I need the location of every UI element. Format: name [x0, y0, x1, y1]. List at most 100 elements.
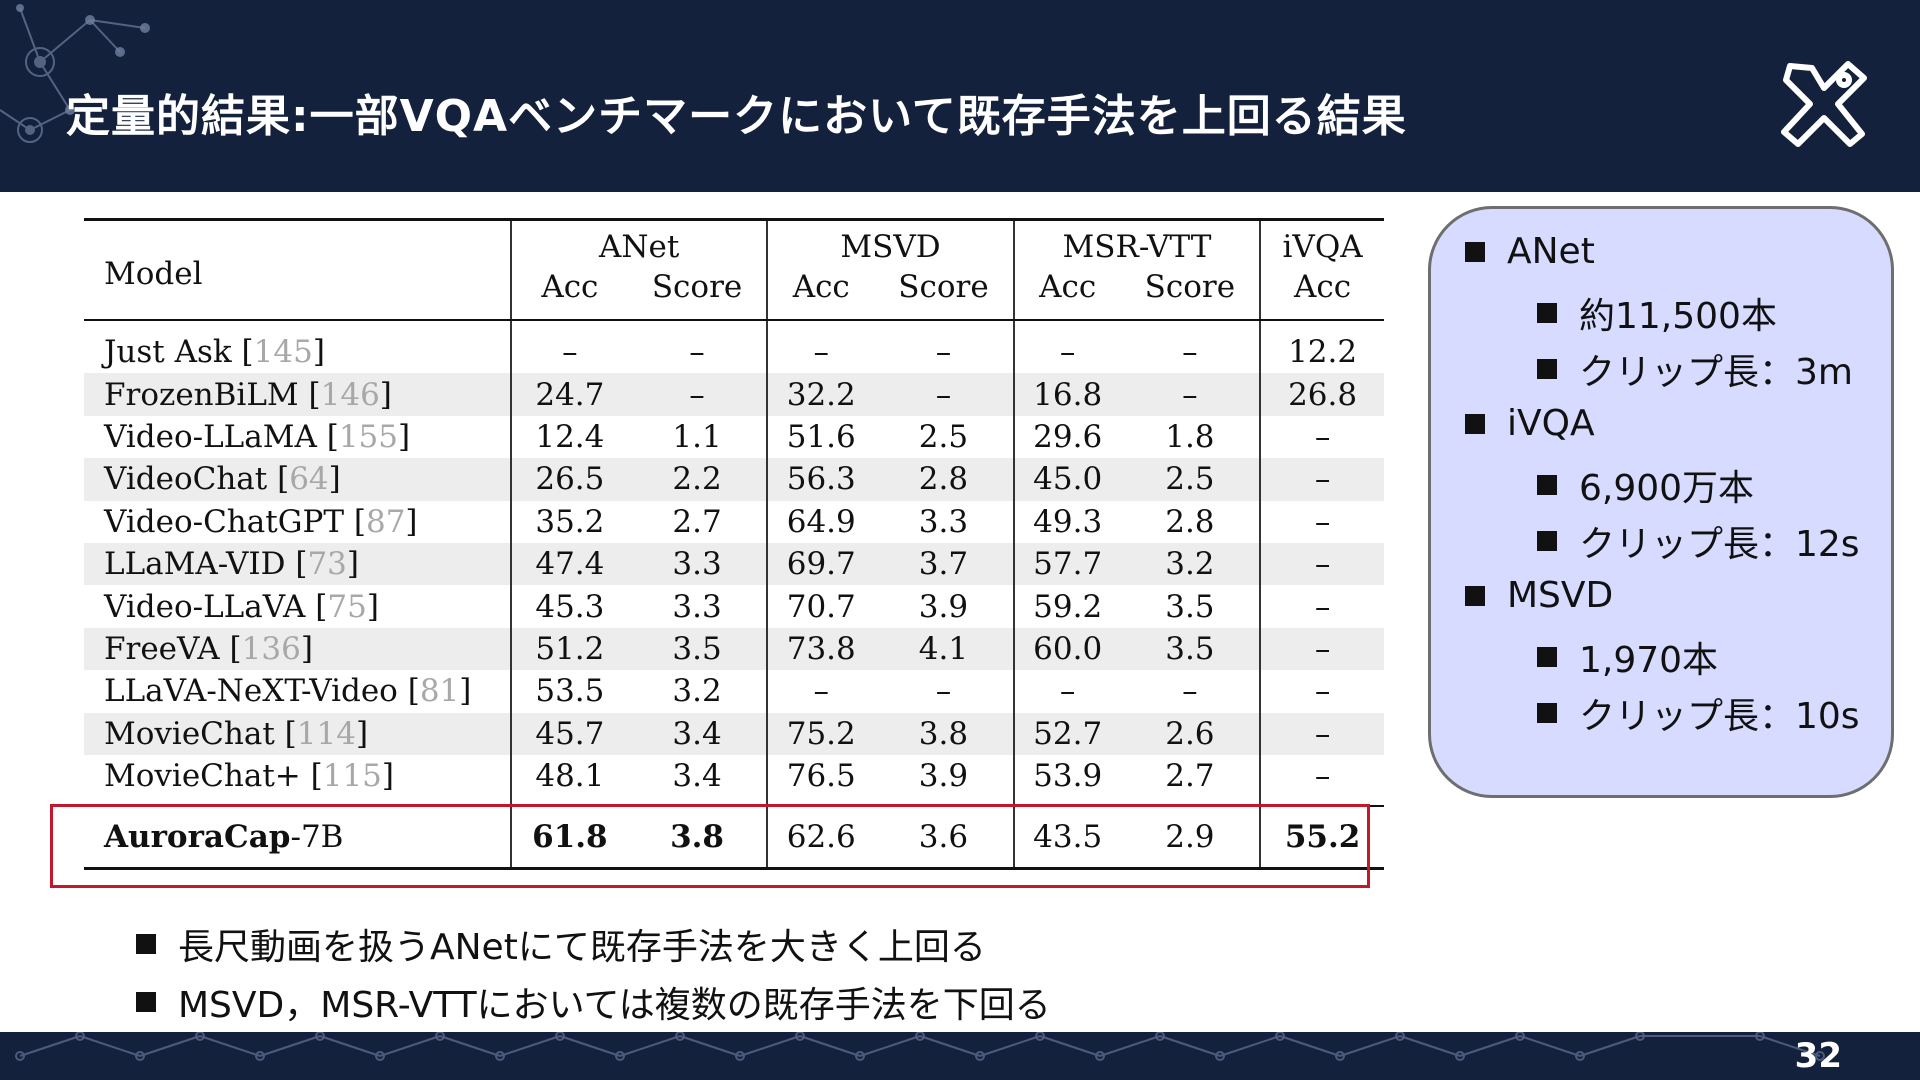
- table-row: Video-LLaVA [75] 45.3 3.3 70.7 3.9 59.2 3.5 –: [84, 585, 1384, 628]
- model-cell: FreeVA [136]: [84, 627, 511, 671]
- bullet-point: 長尺動画を扱うANetにて既存手法を大きく上回る: [136, 918, 986, 970]
- citation-link[interactable]: 136: [241, 630, 301, 667]
- value-cell: –: [510, 320, 628, 374]
- citation-link[interactable]: 73: [307, 546, 347, 583]
- model-cell: VideoChat [64]: [84, 458, 511, 501]
- value-cell: 62.6: [766, 805, 875, 871]
- value-cell: –: [1259, 754, 1384, 807]
- value-cell: 3.5: [627, 627, 768, 671]
- model-name: FreeVA: [104, 630, 220, 667]
- value-cell: 26.5: [510, 458, 628, 501]
- value-cell: –: [1012, 320, 1121, 374]
- value-cell: –: [1012, 670, 1121, 713]
- citation-link[interactable]: 146: [320, 376, 380, 413]
- value-cell: 51.2: [510, 627, 628, 671]
- square-bullet-icon: [136, 934, 156, 954]
- value-cell: 3.9: [918, 758, 969, 795]
- panel-label: クリップ長：3m: [1579, 352, 1853, 393]
- value-cell: –: [935, 673, 952, 710]
- value-cell: –: [1259, 712, 1384, 755]
- value-cell: 35.2: [510, 500, 628, 543]
- table-row: FrozenBiLM [146] 24.7–32.2–16.8–26.8: [84, 373, 1384, 416]
- value-cell: 3.3: [672, 588, 722, 625]
- citation-link[interactable]: 87: [365, 503, 406, 540]
- value-cell: –: [1259, 458, 1384, 501]
- value-cell: 3.2: [1120, 542, 1261, 586]
- group-header-msrvtt: MSR-VTT: [1012, 218, 1261, 265]
- value-cell: 4.1: [874, 627, 1014, 671]
- value-cell: 60.0: [1012, 627, 1121, 671]
- square-bullet-icon: [136, 992, 156, 1012]
- citation-link[interactable]: 115: [322, 758, 382, 795]
- metric-header: Score: [874, 265, 1014, 321]
- square-bullet-icon: [1537, 647, 1557, 667]
- panel-subitem: 約11,500本: [1537, 287, 1777, 339]
- citation-link[interactable]: 64: [289, 461, 329, 498]
- table-row: MovieChat+ [115] 48.1 3.4 76.5 3.9 53.9 2.7 –: [84, 754, 1384, 807]
- value-cell: 57.7: [1012, 542, 1121, 586]
- value-cell: 51.6: [766, 415, 875, 459]
- value-cell: 3.7: [874, 542, 1014, 586]
- value-cell: 45.7: [510, 712, 628, 755]
- model-cell: MovieChat+ [115]: [104, 758, 395, 795]
- value-cell: 1.8: [1165, 418, 1215, 455]
- value-cell: 12.2: [1259, 320, 1384, 374]
- value-cell: –: [1259, 500, 1384, 543]
- table-header-groups: Model ANet MSVD MSR-VTT iVQA: [84, 218, 1384, 321]
- panel-label: iVQA: [1507, 403, 1595, 444]
- group-header-msvd: MSVD: [766, 218, 1014, 265]
- value-cell: –: [1259, 585, 1384, 628]
- value-cell: –: [1182, 334, 1198, 371]
- group-header-ivqa: iVQA: [1259, 218, 1384, 265]
- citation-link[interactable]: 114: [296, 715, 356, 752]
- value-cell: 45.3: [510, 585, 628, 628]
- value-cell: 73.8: [766, 627, 875, 671]
- ours-model-suffix: -7B: [290, 819, 344, 856]
- metric-header: Acc: [766, 265, 875, 321]
- bullet-text: 長尺動画を扱うANetにて既存手法を大きく上回る: [178, 927, 986, 968]
- table-header-metrics: Acc Score Acc Score Acc Score Acc: [84, 265, 1384, 321]
- citation-link[interactable]: 155: [338, 418, 398, 455]
- value-cell: 43.5: [1012, 805, 1121, 871]
- square-bullet-icon: [1465, 241, 1485, 262]
- value-cell: –: [1259, 542, 1384, 586]
- value-cell: 2.8: [874, 458, 1014, 501]
- value-cell: 12.4: [510, 415, 628, 459]
- citation-link[interactable]: 145: [253, 334, 313, 371]
- ours-model-name: AuroraCap: [104, 819, 291, 856]
- value-cell: –: [1259, 670, 1384, 713]
- table-row: FreeVA [136] 51.2 3.5 73.8 4.1 60.0 3.5–: [84, 627, 1384, 671]
- value-cell: 2.2: [627, 458, 768, 501]
- model-cell-ours: AuroraCap-7B: [84, 805, 511, 871]
- square-bullet-icon: [1465, 413, 1485, 434]
- value-cell: 69.7: [766, 542, 875, 586]
- model-name: LLaMA-VID: [104, 546, 286, 583]
- metric-header: Acc: [510, 265, 628, 321]
- table-row: MovieChat [114] 45.7 3.4 75.2 3.8 52.7 2.6–: [84, 712, 1384, 755]
- table-row: Video-ChatGPT [87] 35.2 2.7 64.9 3.3 49.3 2.8 –: [84, 500, 1384, 543]
- model-name: Video-ChatGPT: [104, 503, 345, 540]
- value-cell: 24.7: [510, 373, 628, 416]
- page-number: 32: [1794, 1036, 1842, 1076]
- value-cell: 3.6: [874, 805, 1014, 871]
- panel-subitem: クリップ長：12s: [1537, 515, 1860, 567]
- model-name: FrozenBiLM: [104, 376, 299, 413]
- value-cell: 29.6: [1012, 415, 1121, 459]
- bullet-point: MSVD，MSR-VTTにおいては複数の既存手法を下回る: [136, 976, 1051, 1028]
- value-cell: 59.2: [1012, 585, 1121, 628]
- model-name: MovieChat: [104, 715, 275, 752]
- panel-subitem: クリップ長：3m: [1537, 343, 1853, 395]
- value-cell: –: [1182, 673, 1198, 710]
- citation-link[interactable]: 81: [419, 673, 460, 710]
- value-cell: 3.2: [672, 673, 722, 710]
- header-bar: 定量的結果:一部VQAベンチマークにおいて既存手法を上回る結果: [0, 0, 1920, 192]
- value-cell: –: [874, 373, 1014, 416]
- citation-link[interactable]: 75: [327, 588, 367, 625]
- panel-label: クリップ長：12s: [1579, 524, 1860, 565]
- model-name: VideoChat: [104, 461, 268, 498]
- panel-label: クリップ長：10s: [1579, 696, 1860, 737]
- value-cell: 3.3: [918, 503, 969, 540]
- value-cell: –: [689, 334, 705, 371]
- value-cell: 3.4: [672, 758, 722, 795]
- model-cell: Just Ask [145]: [104, 334, 325, 371]
